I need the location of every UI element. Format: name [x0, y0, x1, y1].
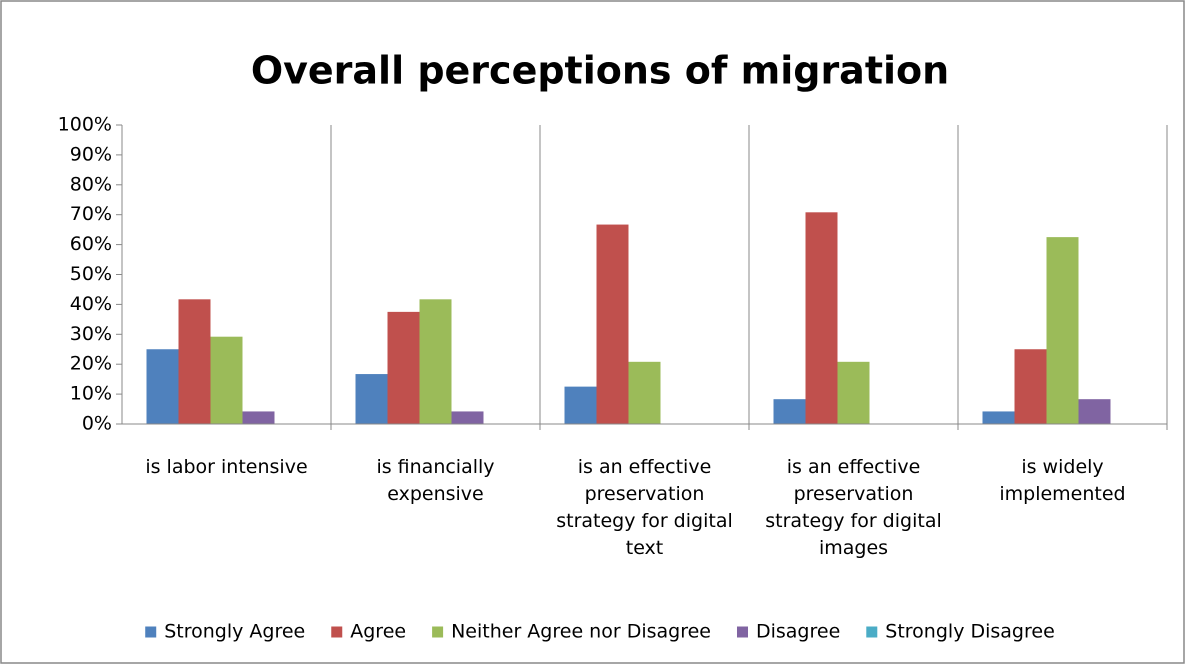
bar	[355, 374, 388, 424]
legend-label: Neither Agree nor Disagree	[451, 621, 711, 643]
y-tick-label: 10%	[70, 383, 112, 405]
bar	[1046, 237, 1079, 424]
bar	[564, 386, 597, 424]
legend-swatch	[331, 626, 343, 638]
bar	[1014, 349, 1047, 424]
legend-swatch	[432, 626, 444, 638]
x-tick-label: is an effective preservation strategy fo…	[765, 456, 942, 559]
legend-swatch	[145, 626, 157, 638]
legend-label: Agree	[350, 621, 406, 643]
bar	[805, 212, 838, 424]
legend-swatch	[736, 626, 748, 638]
y-tick-label: 30%	[70, 323, 112, 345]
chart-title: Overall perceptions of migration	[251, 49, 949, 93]
y-tick-label: 70%	[70, 203, 112, 225]
bar	[387, 311, 420, 424]
bar	[178, 299, 211, 424]
legend-label: Strongly Agree	[164, 621, 305, 643]
bar	[210, 336, 243, 424]
bar	[451, 411, 484, 424]
y-tick-label: 0%	[82, 413, 112, 435]
legend-swatch	[866, 626, 878, 638]
bar	[1078, 399, 1111, 424]
y-tick-label: 40%	[70, 293, 112, 315]
y-tick-label: 50%	[70, 263, 112, 285]
bar	[982, 411, 1015, 424]
y-tick-label: 20%	[70, 353, 112, 375]
bar	[596, 224, 629, 424]
bar	[419, 299, 452, 424]
bar	[628, 361, 661, 424]
y-tick-label: 100%	[58, 114, 112, 136]
bar	[837, 361, 870, 424]
y-tick-label: 90%	[70, 143, 112, 165]
legend-label: Strongly Disagree	[885, 621, 1054, 643]
x-tick-label: is an effective preservation strategy fo…	[556, 456, 733, 559]
bar	[773, 399, 806, 424]
y-tick-label: 80%	[70, 173, 112, 195]
bar	[146, 349, 179, 424]
legend-label: Disagree	[756, 621, 840, 643]
x-tick-label: is widely implemented	[999, 456, 1126, 505]
x-tick-label: is financially expensive	[376, 456, 495, 505]
bar	[242, 411, 275, 424]
x-tick-label: is labor intensive	[145, 456, 308, 478]
y-tick-label: 60%	[70, 233, 112, 255]
